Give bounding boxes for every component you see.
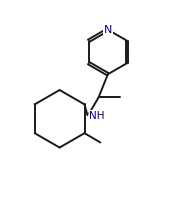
Text: NH: NH <box>89 111 105 121</box>
Text: N: N <box>104 25 112 35</box>
